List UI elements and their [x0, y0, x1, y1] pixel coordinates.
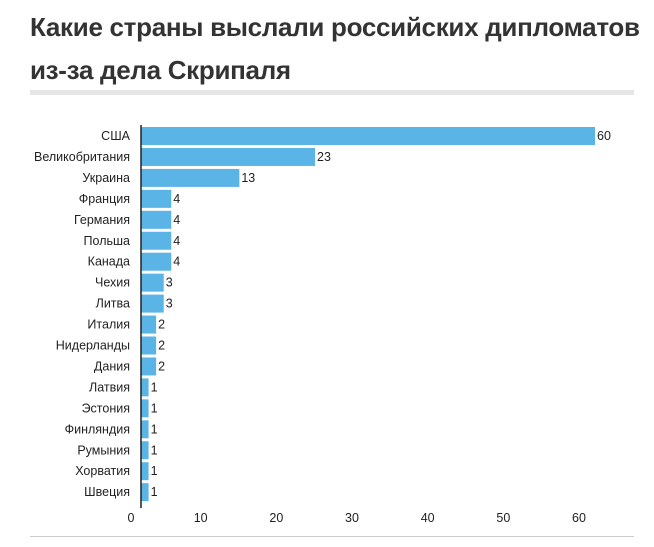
- x-tick-label: 0: [128, 511, 135, 525]
- bottom-divider: [30, 536, 634, 537]
- bar-3: [141, 189, 172, 208]
- bar-9: [141, 315, 157, 334]
- x-tick-label: 10: [194, 511, 208, 525]
- x-tick-label: 60: [572, 511, 586, 525]
- value-label: 23: [317, 150, 331, 164]
- category-label: Дания: [94, 359, 130, 373]
- bar-8: [141, 294, 164, 313]
- bar-6: [141, 252, 172, 271]
- bar-13: [141, 399, 149, 418]
- value-label: 4: [173, 192, 180, 206]
- value-label: 60: [597, 129, 611, 143]
- value-label: 3: [166, 276, 173, 290]
- value-label: 1: [151, 380, 158, 394]
- category-label: Финляндия: [65, 422, 130, 436]
- title-divider: [30, 90, 634, 95]
- x-tick-label: 50: [496, 511, 510, 525]
- category-label: Чехия: [95, 276, 130, 290]
- x-tick-label: 30: [345, 511, 359, 525]
- category-label: Италия: [87, 318, 130, 332]
- category-label: Великобритания: [34, 150, 130, 164]
- x-tick-label: 40: [421, 511, 435, 525]
- category-label: Германия: [74, 213, 130, 227]
- bar-1: [141, 147, 316, 166]
- bar-4: [141, 210, 172, 229]
- value-label: 3: [166, 297, 173, 311]
- category-label: Украина: [82, 171, 130, 185]
- bar-14: [141, 420, 149, 439]
- chart-title: Какие страны выслали российских дипломат…: [30, 12, 640, 85]
- bar-0: [141, 127, 595, 145]
- category-label: Литва: [96, 297, 130, 311]
- value-label: 2: [158, 339, 165, 353]
- category-label: Франция: [79, 192, 130, 206]
- value-label: 4: [173, 255, 180, 269]
- value-label: 13: [241, 171, 255, 185]
- category-label: Хорватия: [75, 464, 130, 478]
- category-label: Канада: [88, 255, 130, 269]
- bar-17: [141, 483, 149, 502]
- category-label: Латвия: [89, 380, 130, 394]
- value-label: 4: [173, 234, 180, 248]
- category-label: Румыния: [77, 443, 130, 457]
- bar-2: [141, 168, 240, 187]
- x-tick-label: 20: [269, 511, 283, 525]
- value-label: 1: [151, 422, 158, 436]
- value-label: 1: [151, 443, 158, 457]
- bar-12: [141, 378, 149, 397]
- bar-15: [141, 441, 149, 460]
- bar-11: [141, 357, 157, 376]
- category-label: США: [101, 129, 130, 143]
- value-label: 1: [151, 401, 158, 415]
- bar-7: [141, 273, 164, 292]
- category-label: Польша: [84, 234, 130, 248]
- value-label: 1: [151, 485, 158, 499]
- category-label: Эстония: [82, 401, 130, 415]
- category-label: Нидерланды: [56, 339, 130, 353]
- value-label: 1: [151, 464, 158, 478]
- value-label: 4: [173, 213, 180, 227]
- bar-10: [141, 336, 157, 355]
- value-label: 2: [158, 359, 165, 373]
- bar-5: [141, 231, 172, 250]
- category-label: Швеция: [84, 485, 130, 499]
- value-label: 2: [158, 318, 165, 332]
- bar-16: [141, 462, 149, 481]
